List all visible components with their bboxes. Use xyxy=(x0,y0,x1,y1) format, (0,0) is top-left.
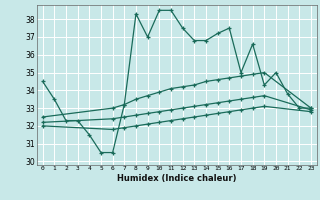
X-axis label: Humidex (Indice chaleur): Humidex (Indice chaleur) xyxy=(117,174,236,183)
